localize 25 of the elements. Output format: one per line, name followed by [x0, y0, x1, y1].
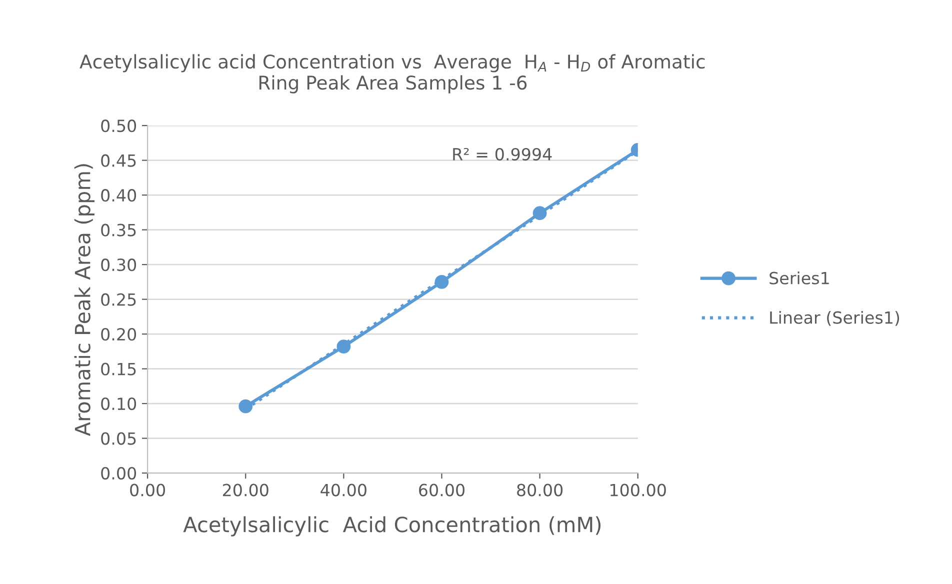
y-tick-label: 0.30	[101, 258, 136, 272]
annotation: R² = 0.9994	[453, 148, 552, 161]
x-tick-label: 80.00	[517, 484, 563, 496]
x-tick-label: 0.00	[130, 484, 166, 496]
y-tick-label: 0.50	[101, 120, 136, 132]
chart-title: Acetylsalicylic acid Concentration vs Average H$_{A}$ - H$_{D}$ of Aromatic Ring Peak Area Samples 1 -6	[80, 54, 705, 94]
y-tick-label: 0.05	[101, 432, 136, 445]
y-tick-label: 0.00	[101, 467, 136, 480]
y-axis-title: Aromatic Peak Area (ppm)	[74, 164, 94, 436]
x-tick-label: 40.00	[320, 484, 366, 496]
point	[238, 399, 253, 414]
y-tick-label: 0.25	[101, 293, 136, 306]
x-tick-label: 100.00	[610, 484, 666, 496]
x-axis-title: Acetylsalicylic Acid Concentration (mM)	[183, 516, 601, 536]
legend-label: Linear (Series1)	[770, 310, 900, 326]
y-tick-label: 0.15	[101, 362, 136, 376]
x-tick-label: 20.00	[222, 484, 268, 496]
point	[336, 340, 351, 354]
y-tick-label: 0.40	[101, 189, 136, 202]
legend-label: Series1	[770, 272, 829, 284]
y-tick-label: 0.20	[101, 328, 136, 341]
y-tick-label: 0.45	[101, 154, 136, 167]
x-tick-label: 60.00	[419, 484, 464, 496]
y-tick-label: 0.35	[101, 224, 136, 236]
y-tick-label: 0.10	[101, 398, 136, 410]
